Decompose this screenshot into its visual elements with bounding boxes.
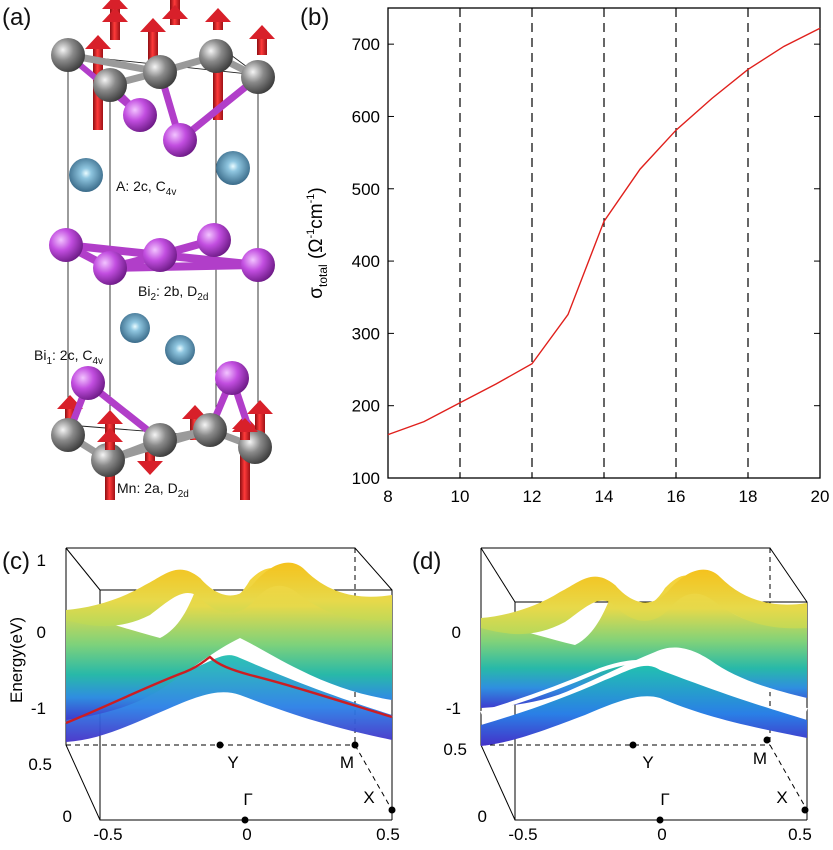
kpoint-g-d: Γ bbox=[660, 790, 669, 809]
site-label-bi1: Bi1: 2c, C4v bbox=[34, 347, 104, 367]
kpoint-dot-x-c bbox=[388, 806, 396, 814]
mn-atom-bot-2 bbox=[91, 443, 125, 477]
y-tick-label-1: 200 bbox=[352, 397, 380, 416]
x-tick-label-0: 8 bbox=[383, 487, 392, 506]
x-tick-m05-d: -0.5 bbox=[508, 825, 537, 844]
x-tick-label-2: 12 bbox=[523, 487, 542, 506]
y-tick-label-5: 600 bbox=[352, 107, 380, 126]
panel-d-label: (d) bbox=[412, 548, 442, 575]
z-tick-1-c: 1 bbox=[37, 551, 46, 570]
plot-frame bbox=[387, 7, 821, 479]
sigma-total-line bbox=[387, 27, 821, 436]
site-label-a: A: 2c, C4v bbox=[116, 178, 177, 198]
x-tick-label-3: 14 bbox=[595, 487, 614, 506]
y-tick-05-d: 0.5 bbox=[443, 740, 467, 759]
x-tick-0-d: 0 bbox=[657, 825, 666, 844]
moment-arrow-top-2b bbox=[102, 8, 128, 30]
crystal-structure bbox=[49, 0, 275, 500]
z-axis-label-c: Energy(eV) bbox=[7, 617, 26, 703]
moment-arrow-top-3 bbox=[140, 18, 166, 60]
moment-arrow-top-6 bbox=[249, 25, 275, 55]
bi2-atom-2 bbox=[93, 251, 127, 285]
mn-atom-top-3 bbox=[143, 55, 177, 89]
panel-c-label: (c) bbox=[2, 548, 30, 575]
kpoint-dot-y-c bbox=[216, 741, 224, 749]
bi-atom-top-1 bbox=[123, 98, 157, 132]
panel-a-label: (a) bbox=[2, 4, 32, 31]
kpoint-x-c: X bbox=[363, 788, 374, 807]
bond-mid-5 bbox=[106, 261, 262, 272]
x-tick-label-5: 18 bbox=[739, 487, 758, 506]
y-tick-label-6: 700 bbox=[352, 35, 380, 54]
nodal-line-c bbox=[65, 655, 393, 725]
bi-atom-top-2 bbox=[163, 123, 197, 157]
a-atom-2 bbox=[216, 151, 250, 185]
y-tick-label-0: 100 bbox=[352, 469, 380, 488]
kpoint-dot-m-d bbox=[763, 736, 771, 744]
kpoint-dot-g-d bbox=[656, 816, 664, 824]
z-tick-0-c: 0 bbox=[37, 623, 46, 642]
x-tick-label-6: 20 bbox=[811, 487, 830, 506]
mn-atom-bot-3 bbox=[143, 423, 177, 457]
mn-atom-top-5 bbox=[241, 60, 275, 94]
site-label-bi2: Bi2: 2b, D2d bbox=[138, 283, 209, 303]
mn-atom-top-1 bbox=[51, 38, 85, 72]
bi2-atom-4 bbox=[197, 223, 231, 257]
a-atom-3 bbox=[120, 313, 150, 343]
bi2-atom-5 bbox=[241, 248, 275, 282]
kpoint-dot-x-d bbox=[801, 806, 809, 814]
vertical-dashed-lines bbox=[459, 8, 749, 478]
moment-arrow-bot-2b bbox=[97, 428, 123, 450]
mn-atom-bot-4 bbox=[193, 413, 227, 447]
moment-arrow-top-4b bbox=[162, 5, 188, 25]
z-tick-0-d: 0 bbox=[452, 623, 461, 642]
site-label-mn: Mn: 2a, D2d bbox=[117, 480, 189, 500]
moment-arrow-bot-5b bbox=[232, 418, 258, 440]
moment-arrow-bot-6 bbox=[247, 400, 273, 440]
bi1-atom-2 bbox=[215, 361, 249, 395]
conductivity-chart: 8 10 12 14 16 18 20 100 200 300 400 500 600 700 σtota… bbox=[305, 7, 830, 506]
a-atom-1 bbox=[69, 158, 103, 192]
band-surface-c: 1 0 -1 Energy(eV) 0.5 0 -0.5 0 0.5 Y M Γ… bbox=[7, 547, 400, 844]
bi2-atom-1 bbox=[49, 228, 83, 262]
mn-atom-bot-1 bbox=[51, 418, 85, 452]
panel-b-label: (b) bbox=[300, 4, 330, 31]
bi1-atom-1 bbox=[71, 366, 105, 400]
mn-atom-top-2 bbox=[93, 68, 127, 102]
x-tick-0-c: 0 bbox=[242, 825, 251, 844]
y-tick-0-d: 0 bbox=[478, 807, 487, 826]
y-tick-label-3: 400 bbox=[352, 252, 380, 271]
y-tick-label-2: 300 bbox=[352, 324, 380, 343]
x-tick-m05-c: -0.5 bbox=[93, 825, 122, 844]
gap-line-d bbox=[480, 659, 808, 715]
moment-arrow-top-5b bbox=[205, 8, 231, 30]
x-tick-label-1: 10 bbox=[451, 487, 470, 506]
bi2-atom-3 bbox=[143, 238, 177, 272]
kpoint-dot-g-c bbox=[241, 816, 249, 824]
mn-atom-top-4 bbox=[199, 39, 233, 73]
axis-ticks: 8 10 12 14 16 18 20 100 200 300 400 500 600 700 bbox=[352, 8, 830, 506]
y-tick-05-c: 0.5 bbox=[28, 755, 52, 774]
kpoint-x-d: X bbox=[776, 788, 787, 807]
kpoint-dot-m-c bbox=[351, 741, 359, 749]
kpoint-g-c: Γ bbox=[243, 790, 252, 809]
y-axis-label: σtotal (Ω-1cm-1) bbox=[305, 187, 330, 298]
kpoint-dot-y-d bbox=[629, 741, 637, 749]
z-tick-m1-d: -1 bbox=[446, 699, 461, 718]
y-tick-0-c: 0 bbox=[63, 807, 72, 826]
x-tick-label-4: 16 bbox=[667, 487, 686, 506]
y-tick-label-4: 500 bbox=[352, 180, 380, 199]
band-surfaces-d bbox=[481, 569, 807, 746]
x-tick-05-d: 0.5 bbox=[788, 825, 812, 844]
kpoint-y-d: Y bbox=[642, 753, 653, 772]
band-surfaces-c bbox=[66, 562, 392, 742]
band-surface-d: 0 -1 0.5 0 -0.5 0 0.5 Y M Γ X bbox=[443, 547, 812, 844]
kpoint-y-c: Y bbox=[227, 753, 238, 772]
x-tick-05-c: 0.5 bbox=[376, 825, 400, 844]
a-atom-4 bbox=[165, 335, 195, 365]
z-tick-m1-c: -1 bbox=[31, 699, 46, 718]
kpoint-m-c: M bbox=[340, 753, 354, 772]
kpoint-m-d: M bbox=[753, 749, 767, 768]
